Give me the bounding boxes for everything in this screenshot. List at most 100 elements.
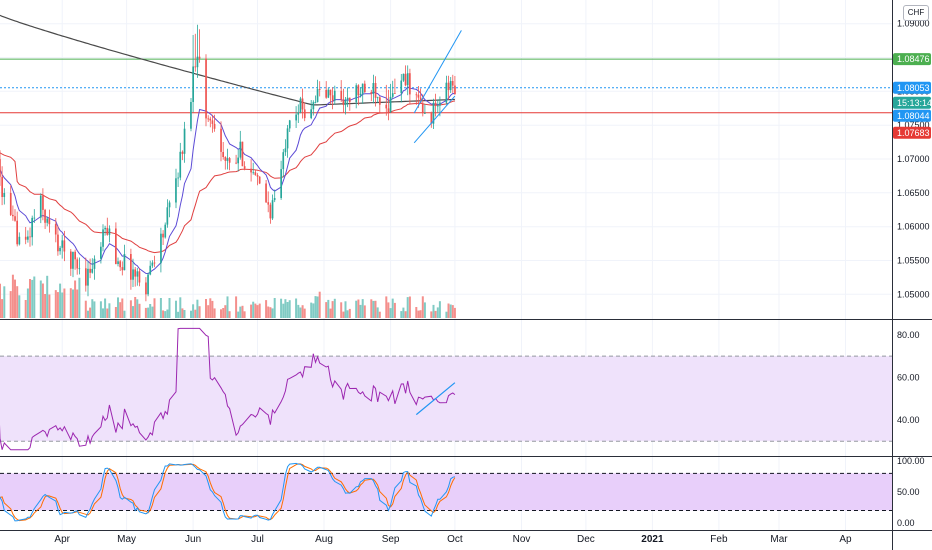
- candle-body: [147, 274, 149, 295]
- candle-body: [385, 104, 388, 109]
- candle-body: [329, 89, 332, 96]
- candle-body: [130, 254, 132, 280]
- candle-body: [31, 217, 33, 238]
- candle-body: [402, 73, 405, 81]
- price-axis-label: 1.06000: [897, 222, 930, 232]
- volume-bar: [41, 283, 44, 318]
- volume-bar: [16, 286, 19, 318]
- candle-body: [27, 236, 29, 240]
- candle-body: [271, 200, 274, 219]
- candle-body: [252, 172, 255, 174]
- candle-body: [175, 178, 177, 203]
- volume-bar: [423, 302, 426, 318]
- candle-body: [209, 118, 212, 121]
- last-price-label: 1.08044: [897, 111, 930, 121]
- candle-body: [314, 102, 317, 103]
- time-axis-label: 2021: [641, 534, 664, 545]
- candle-body: [342, 99, 345, 105]
- candle-body: [211, 120, 214, 124]
- volume-bar: [355, 300, 358, 318]
- candle-body: [295, 114, 297, 121]
- stochastic-pane[interactable]: [0, 462, 892, 522]
- candle-body: [387, 108, 390, 113]
- rsi-pane[interactable]: [0, 327, 892, 451]
- candle-body: [121, 267, 124, 271]
- candle-body: [439, 102, 441, 106]
- volume-bar: [183, 310, 186, 318]
- volume-bar: [346, 310, 349, 318]
- volume-bar: [393, 302, 396, 318]
- volume-bar: [99, 301, 102, 318]
- volume-bar: [357, 299, 360, 318]
- candle-body: [181, 151, 184, 154]
- volume-bar: [256, 305, 259, 318]
- volume-bar: [310, 302, 313, 318]
- countdown-label: 15:13:14: [897, 98, 932, 108]
- volume-bar: [26, 288, 29, 318]
- volume-bar: [69, 288, 72, 318]
- candle-body: [3, 193, 6, 197]
- candle-body: [241, 141, 244, 167]
- volume-bar: [123, 310, 126, 318]
- candle-body: [0, 159, 1, 177]
- price-pane[interactable]: [0, 14, 892, 319]
- volume-bar: [166, 309, 169, 318]
- rsi-axis[interactable]: 80.00 60.00 40.00: [897, 330, 920, 425]
- candle-body: [106, 227, 109, 235]
- volume-bar: [149, 304, 152, 318]
- candle-body: [424, 113, 426, 114]
- candle-body: [46, 218, 49, 223]
- candle-body: [100, 246, 102, 259]
- volume-bar: [280, 298, 283, 318]
- candle-body: [132, 269, 134, 280]
- stochastic-axis-label: 0.00: [897, 518, 915, 528]
- candle-body: [115, 228, 117, 264]
- candle-body: [205, 58, 207, 119]
- candle-body: [286, 128, 289, 149]
- candle-body: [222, 152, 224, 157]
- volume-bar: [132, 306, 134, 318]
- candle-body: [162, 233, 164, 238]
- volume-bar: [241, 305, 244, 318]
- volume-bar: [194, 309, 197, 318]
- volume-bar: [449, 304, 452, 318]
- candle-body: [91, 268, 94, 273]
- volume-bar: [327, 299, 330, 318]
- volume-bar: [117, 297, 119, 318]
- volume-bar: [147, 307, 150, 318]
- volume-bars: [0, 274, 456, 318]
- last-price-badge: [893, 109, 931, 122]
- candle-body: [183, 128, 186, 154]
- time-axis[interactable]: Apr May Jun Jul Aug Sep Oct Nov Dec 2021 Feb Mar Ap: [54, 534, 852, 545]
- candle-body: [400, 80, 403, 94]
- channel-upper-line[interactable]: [413, 30, 462, 114]
- candle-body: [370, 92, 373, 94]
- candle-body: [136, 271, 139, 277]
- volume-bar: [228, 311, 231, 318]
- volume-bar: [39, 280, 42, 318]
- volume-bar: [226, 296, 229, 318]
- volume-bar: [415, 307, 418, 318]
- volume-bar: [153, 298, 156, 318]
- volume-bar: [430, 311, 433, 318]
- volume-bar: [11, 274, 14, 318]
- rsi-trendline[interactable]: [415, 382, 456, 416]
- volume-bar: [445, 311, 448, 318]
- currency-selector[interactable]: CHF: [903, 5, 929, 21]
- volume-bar: [104, 298, 107, 318]
- candle-body: [153, 262, 156, 264]
- stochastic-axis[interactable]: 100.00 50.00 0.00: [897, 456, 925, 528]
- volume-bar: [138, 303, 141, 318]
- volume-bar: [344, 301, 347, 318]
- volume-bar: [254, 303, 257, 318]
- candle-body: [331, 95, 334, 101]
- volume-bar: [159, 298, 162, 318]
- price-badges: 1.08476 1.08053 15:13:14 1.08044 1.07683: [893, 53, 932, 139]
- candle-body: [108, 228, 111, 235]
- rsi-band: [0, 356, 892, 442]
- candle-body: [379, 97, 381, 105]
- volume-bar: [299, 307, 302, 318]
- channel-lower-line[interactable]: [413, 95, 456, 144]
- volume-bar: [87, 310, 89, 318]
- volume-bar: [372, 300, 375, 318]
